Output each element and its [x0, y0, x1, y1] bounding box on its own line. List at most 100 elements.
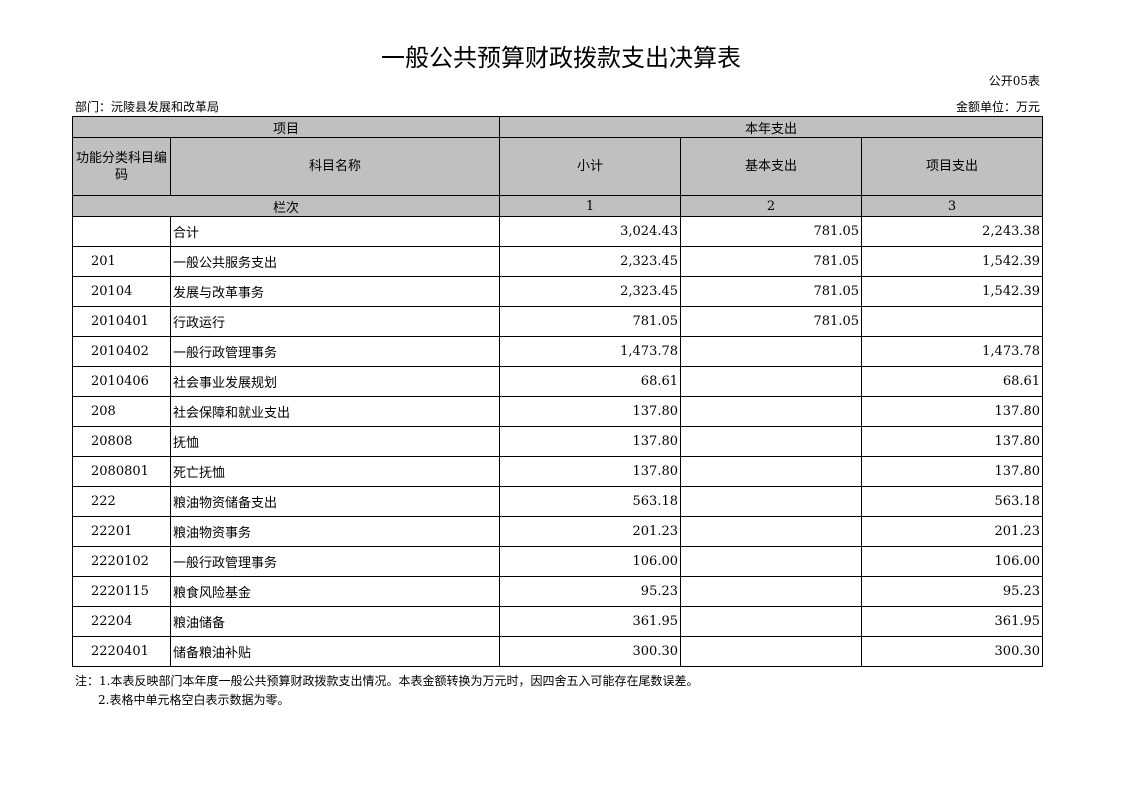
cell-basic [680, 606, 863, 637]
cell-code: 222 [72, 486, 171, 517]
cell-code: 20808 [72, 426, 171, 457]
cell-basic [680, 366, 863, 397]
cell-subtotal: 3,024.43 [499, 216, 682, 247]
cell-code: 22204 [72, 606, 171, 637]
table-row: 22201 粮油物资事务 201.23 201.23 [72, 516, 1044, 547]
cell-project: 68.61 [861, 366, 1044, 397]
cell-subtotal: 68.61 [499, 366, 682, 397]
cell-subtotal: 1,473.78 [499, 336, 682, 367]
cell-subtotal: 201.23 [499, 516, 682, 547]
cell-name: 粮油物资储备支出 [169, 486, 501, 517]
table-row: 2010401 行政运行 781.05 781.05 [72, 306, 1044, 337]
cell-project: 1,473.78 [861, 336, 1044, 367]
cell-code: 2220401 [72, 636, 171, 667]
cell-basic [680, 546, 863, 577]
cell-name: 一般公共服务支出 [169, 246, 501, 277]
cell-code: 2080801 [72, 456, 171, 487]
cell-code: 2010402 [72, 336, 171, 367]
cell-name: 抚恤 [169, 426, 501, 457]
unit-label: 金额单位：万元 [955, 100, 1040, 114]
header-subtotal: 小计 [499, 137, 682, 196]
header-c3: 3 [861, 195, 1044, 217]
cell-subtotal: 95.23 [499, 576, 682, 607]
note-1: 注：1.本表反映部门本年度一般公共预算财政拨款支出情况。本表金额转换为万元时，因… [75, 674, 699, 688]
cell-project: 106.00 [861, 546, 1044, 577]
cell-subtotal: 137.80 [499, 456, 682, 487]
cell-code: 2220115 [72, 576, 171, 607]
cell-subtotal: 137.80 [499, 426, 682, 457]
cell-subtotal: 137.80 [499, 396, 682, 427]
cell-project: 95.23 [861, 576, 1044, 607]
department-label: 部门：沅陵县发展和改革局 [75, 100, 220, 114]
cell-code: 22201 [72, 516, 171, 547]
cell-code: 201 [72, 246, 171, 277]
cell-name: 社会保障和就业支出 [169, 396, 501, 427]
cell-project: 137.80 [861, 396, 1044, 427]
cell-project: 1,542.39 [861, 246, 1044, 277]
expenditure-table: 项目 本年支出 功能分类科目编码 科目名称 小计 基本支出 项目支出 栏次 1 … [71, 116, 1044, 667]
cell-code: 208 [72, 396, 171, 427]
cell-project: 2,243.38 [861, 216, 1044, 247]
cell-project: 137.80 [861, 456, 1044, 487]
header-code: 功能分类科目编码 [72, 137, 171, 196]
table-row: 222 粮油物资储备支出 563.18 563.18 [72, 486, 1044, 517]
cell-basic [680, 456, 863, 487]
cell-basic [680, 636, 863, 667]
cell-basic [680, 396, 863, 427]
header-item: 项目 [71, 116, 501, 138]
cell-project: 1,542.39 [861, 276, 1044, 307]
cell-subtotal: 361.95 [499, 606, 682, 637]
cell-name: 粮食风险基金 [169, 576, 501, 607]
cell-name: 一般行政管理事务 [169, 336, 501, 367]
cell-name: 合计 [169, 216, 501, 247]
table-row: 2010406 社会事业发展规划 68.61 68.61 [72, 366, 1044, 397]
header-column-no: 栏次 [71, 195, 501, 217]
table-row: 208 社会保障和就业支出 137.80 137.80 [72, 396, 1044, 427]
cell-subtotal: 106.00 [499, 546, 682, 577]
cell-name: 社会事业发展规划 [169, 366, 501, 397]
header-c1: 1 [499, 195, 682, 217]
header-current-year: 本年支出 [499, 116, 1044, 138]
header-c2: 2 [680, 195, 863, 217]
table-row: 22204 粮油储备 361.95 361.95 [72, 606, 1044, 637]
note-2: 2.表格中单元格空白表示数据为零。 [98, 693, 290, 707]
table-row: 20808 抚恤 137.80 137.80 [72, 426, 1044, 457]
cell-basic: 781.05 [680, 276, 863, 307]
cell-basic [680, 516, 863, 547]
cell-subtotal: 2,323.45 [499, 276, 682, 307]
table-row: 20104 发展与改革事务 2,323.45 781.05 1,542.39 [72, 276, 1044, 307]
cell-basic [680, 336, 863, 367]
cell-basic [680, 576, 863, 607]
cell-name: 粮油储备 [169, 606, 501, 637]
cell-subtotal: 781.05 [499, 306, 682, 337]
form-number: 公开05表 [988, 74, 1040, 88]
cell-name: 行政运行 [169, 306, 501, 337]
cell-project: 563.18 [861, 486, 1044, 517]
cell-basic [680, 486, 863, 517]
page-title: 一般公共预算财政拨款支出决算表 [381, 44, 741, 72]
cell-basic: 781.05 [680, 216, 863, 247]
cell-subtotal: 2,323.45 [499, 246, 682, 277]
header-basic: 基本支出 [680, 137, 863, 196]
table-row: 2080801 死亡抚恤 137.80 137.80 [72, 456, 1044, 487]
cell-project: 300.30 [861, 636, 1044, 667]
cell-project: 137.80 [861, 426, 1044, 457]
table-row: 2220102 一般行政管理事务 106.00 106.00 [72, 546, 1044, 577]
table-row: 合计 3,024.43 781.05 2,243.38 [72, 216, 1044, 247]
table-row: 2010402 一般行政管理事务 1,473.78 1,473.78 [72, 336, 1044, 367]
cell-code: 20104 [72, 276, 171, 307]
cell-name: 储备粮油补贴 [169, 636, 501, 667]
cell-name: 一般行政管理事务 [169, 546, 501, 577]
cell-code: 2010406 [72, 366, 171, 397]
header-project: 项目支出 [861, 137, 1044, 196]
cell-name: 发展与改革事务 [169, 276, 501, 307]
cell-subtotal: 563.18 [499, 486, 682, 517]
cell-basic [680, 426, 863, 457]
cell-code: 2220102 [72, 546, 171, 577]
table-row: 2220115 粮食风险基金 95.23 95.23 [72, 576, 1044, 607]
header-name: 科目名称 [169, 137, 501, 196]
cell-basic: 781.05 [680, 306, 863, 337]
notes: 注：1.本表反映部门本年度一般公共预算财政拨款支出情况。本表金额转换为万元时，因… [75, 672, 698, 710]
cell-name: 死亡抚恤 [169, 456, 501, 487]
